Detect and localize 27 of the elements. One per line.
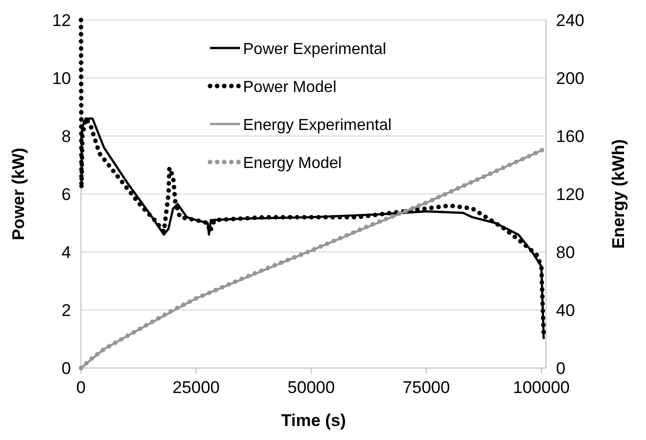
y2-tick-label: 240 xyxy=(556,11,584,30)
y-tick-label: 12 xyxy=(52,11,71,30)
x-axis-title: Time (s) xyxy=(281,411,346,430)
y-tick-label: 0 xyxy=(62,359,71,378)
x-tick-label: 25000 xyxy=(172,378,220,397)
y-tick-label: 8 xyxy=(62,127,71,146)
y-tick-label: 4 xyxy=(62,243,71,262)
line-series xyxy=(78,18,546,336)
x-tick-label: 50000 xyxy=(288,378,335,397)
legend-label: Power Experimental xyxy=(243,41,386,58)
legend-label: Energy Model xyxy=(243,155,342,172)
x-tick-label: 75000 xyxy=(402,378,450,397)
y-tick-label: 6 xyxy=(62,185,71,204)
x-tick-label: 0 xyxy=(76,378,86,397)
y-tick-label: 2 xyxy=(62,301,71,320)
y2-tick-label: 0 xyxy=(556,359,566,378)
y2-tick-label: 120 xyxy=(556,185,584,204)
x-tick-label: 100000 xyxy=(513,378,570,397)
legend-label: Energy Experimental xyxy=(243,117,392,134)
y2-tick-label: 160 xyxy=(556,127,584,146)
legend-label: Power Model xyxy=(243,79,336,96)
y-axis-title: Power (kW) xyxy=(9,148,28,240)
y2-tick-label: 80 xyxy=(556,243,575,262)
y-tick-label: 10 xyxy=(52,69,71,88)
y2-tick-label: 200 xyxy=(556,69,584,88)
y2-tick-label: 40 xyxy=(556,301,575,320)
y2-axis-title: Energy (kWh) xyxy=(609,139,628,249)
